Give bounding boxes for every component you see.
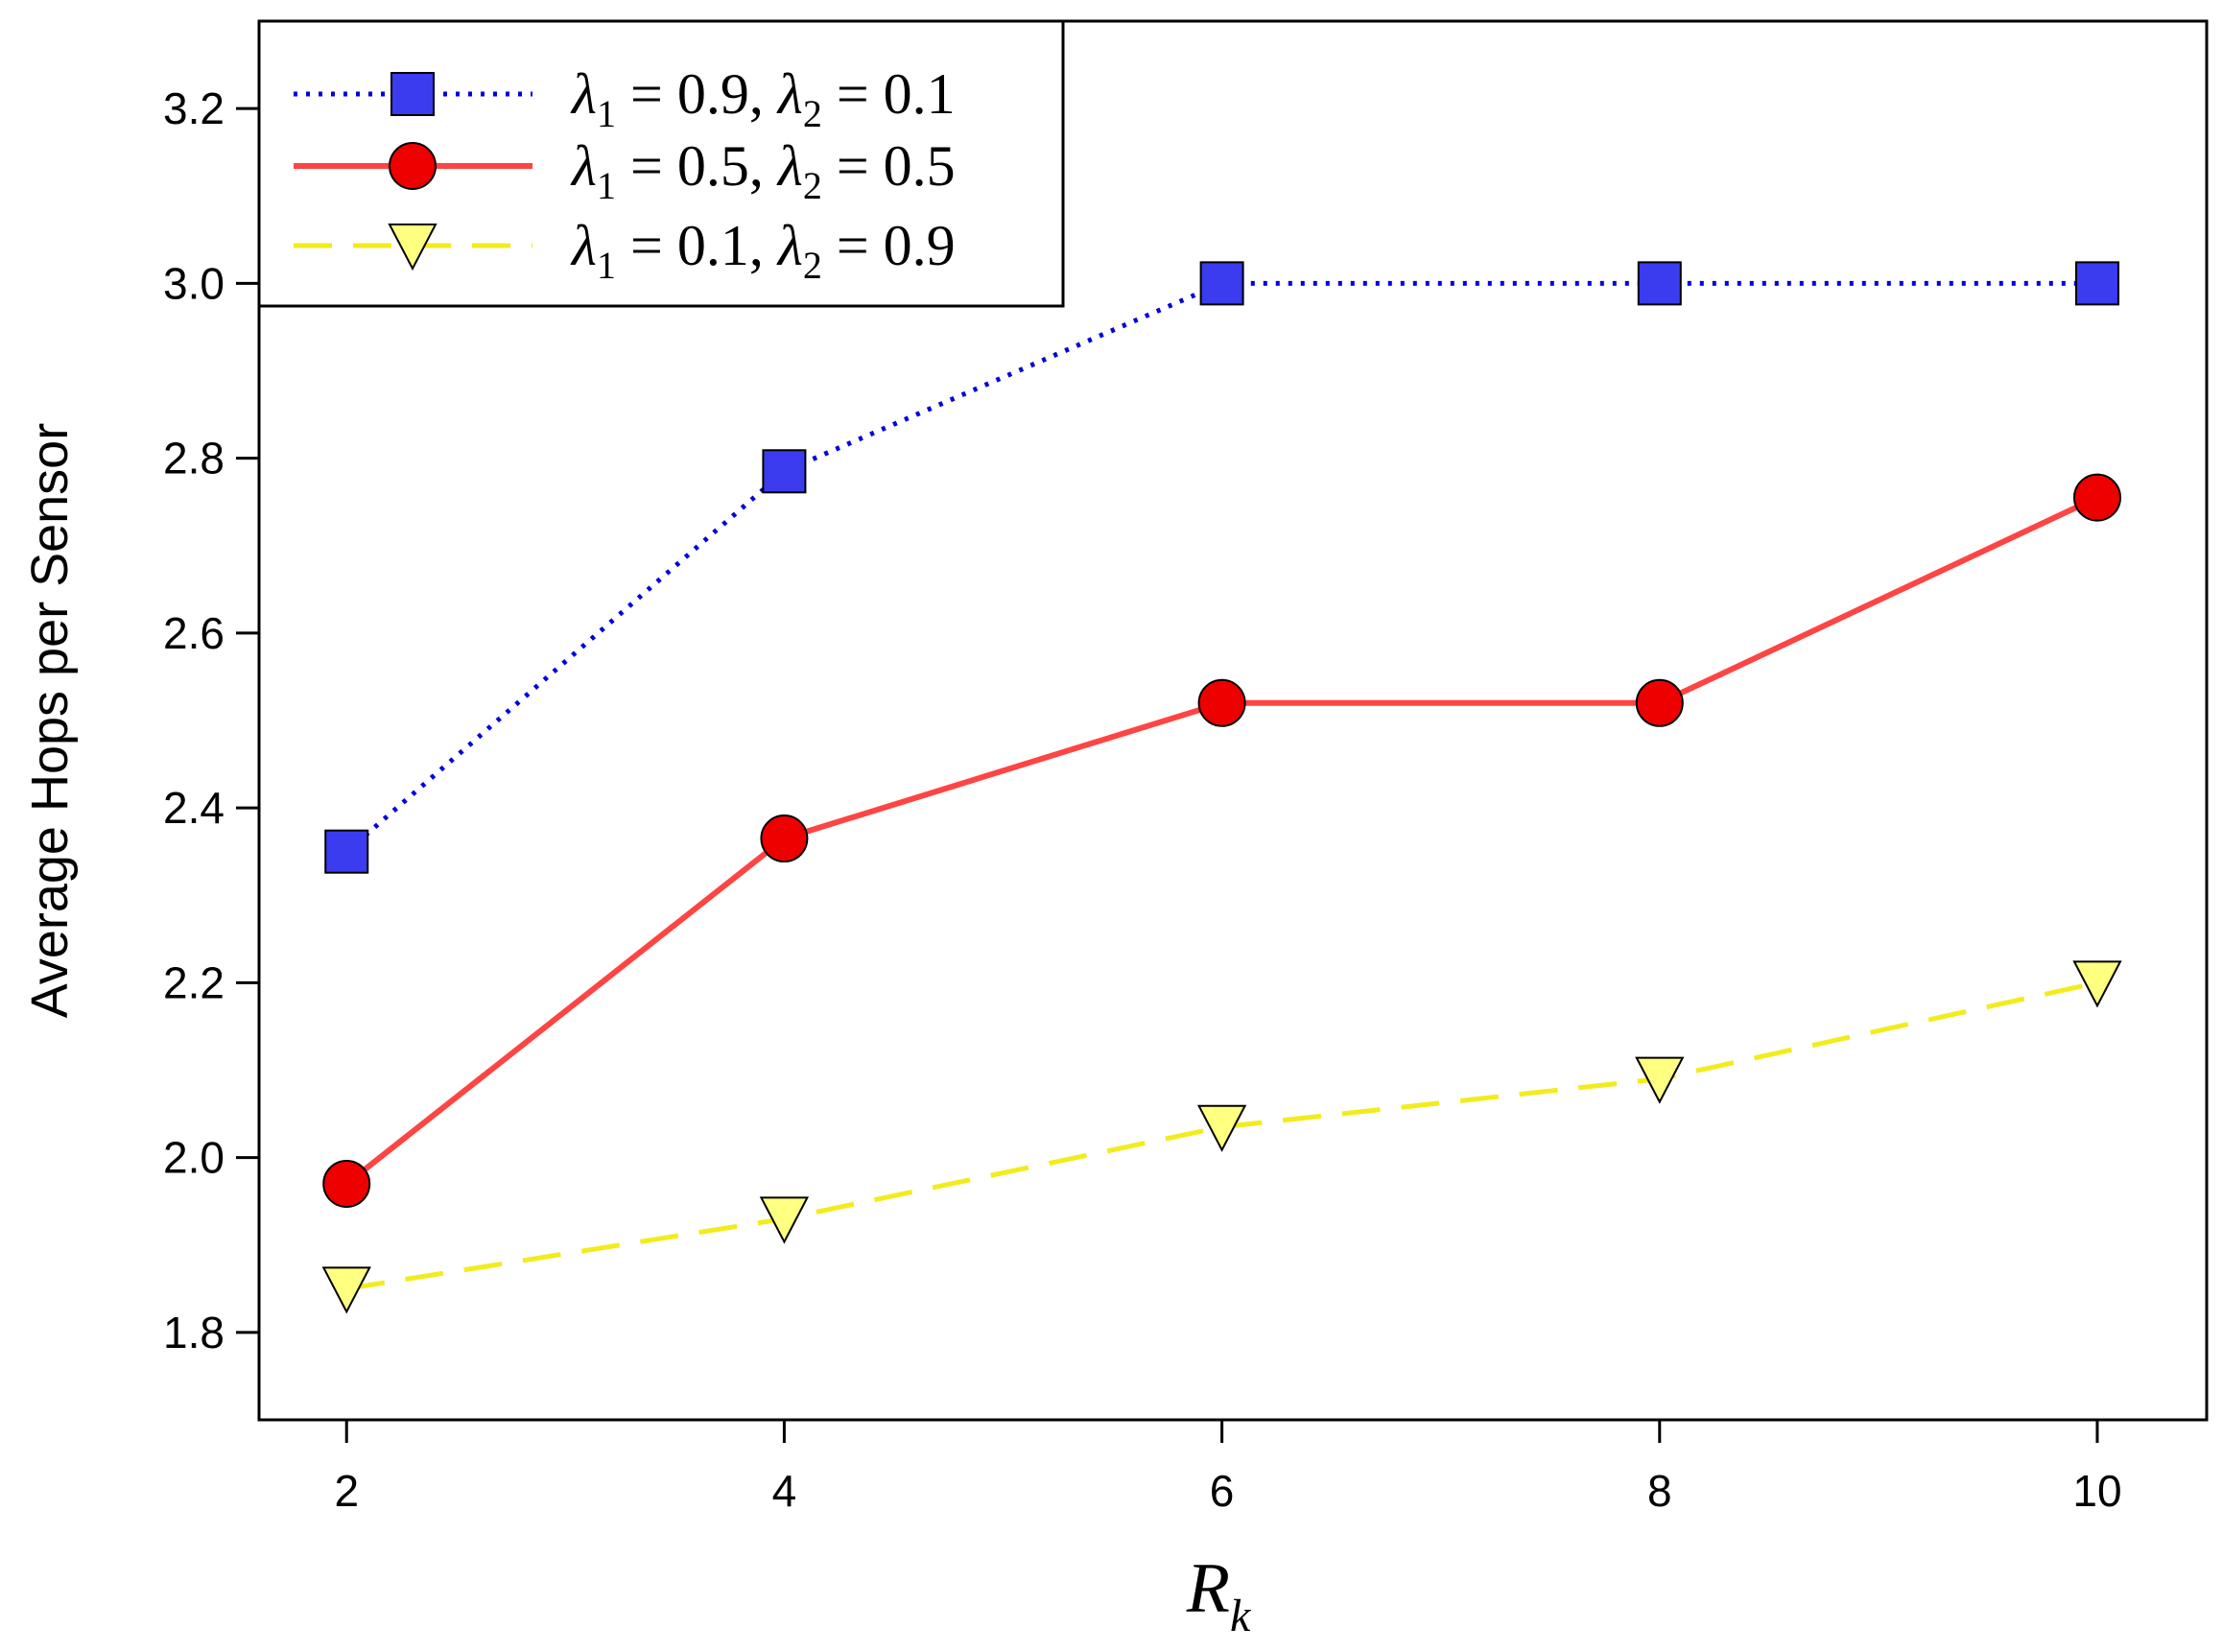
series-2	[322, 473, 2121, 1208]
data-point	[322, 1159, 371, 1208]
y-tick-label: 2.0	[163, 1133, 225, 1183]
data-point	[2072, 473, 2121, 522]
y-tick-label: 3.2	[163, 83, 225, 133]
series-1	[324, 261, 2119, 874]
legend-label-eq1: = 0.1,	[616, 214, 778, 277]
legend-label-l1: λ	[570, 62, 597, 126]
legend-label-l2: λ	[776, 62, 803, 126]
x-tick-label: 10	[2072, 1466, 2121, 1516]
data-point	[1637, 261, 1682, 306]
legend-label-s2: 2	[803, 164, 822, 207]
legend-label-eq2: = 0.5	[822, 134, 956, 198]
x-tick-label: 8	[1647, 1466, 1672, 1516]
data-point	[1197, 678, 1246, 727]
legend-label-l2: λ	[776, 214, 803, 277]
x-tick-label: 6	[1210, 1466, 1235, 1516]
legend-label-eq2: = 0.9	[822, 214, 956, 277]
legend-label-l1: λ	[570, 214, 597, 277]
x-axis-title: Rk	[1186, 1549, 1252, 1641]
x-tick-label: 2	[334, 1466, 359, 1516]
legend-label: λ1 = 0.1, λ2 = 0.9	[570, 214, 956, 287]
legend-label-eq2: = 0.1	[822, 62, 956, 126]
legend-marker	[390, 72, 435, 116]
data-point	[321, 1266, 371, 1314]
data-point	[1635, 678, 1684, 727]
data-point	[760, 814, 809, 863]
y-tick-label: 2.6	[163, 608, 225, 658]
data-point	[1635, 1056, 1685, 1104]
legend-entry-3: λ1 = 0.1, λ2 = 0.9	[294, 214, 956, 287]
legend-label-s1: 1	[597, 164, 616, 207]
legend-entry-1: λ1 = 0.9, λ2 = 0.1	[294, 62, 956, 135]
y-tick-label: 2.8	[163, 434, 225, 484]
x-axis-title-subscript: k	[1230, 1591, 1252, 1641]
legend-label-s2: 2	[803, 92, 822, 135]
plot-frame	[257, 19, 2209, 1422]
data-point	[2072, 960, 2122, 1008]
y-tick-label: 1.8	[163, 1308, 225, 1357]
data-point	[324, 829, 369, 874]
series-3	[321, 960, 2122, 1314]
legend-label-l2: λ	[776, 134, 803, 198]
legend: λ1 = 0.9, λ2 = 0.1λ1 = 0.5, λ2 = 0.5λ1 =…	[257, 19, 1065, 308]
legend-label-eq1: = 0.9,	[616, 62, 778, 126]
x-tick-label: 4	[772, 1466, 797, 1516]
y-tick-label: 3.0	[163, 258, 225, 308]
legend-label: λ1 = 0.9, λ2 = 0.1	[570, 62, 956, 135]
x-axis-title-main: R	[1186, 1549, 1230, 1628]
y-tick-label: 2.2	[163, 957, 225, 1007]
data-point	[1199, 261, 1244, 306]
legend-label-s1: 1	[597, 244, 616, 287]
legend-marker	[388, 224, 438, 271]
legend-label-eq1: = 0.5,	[616, 134, 778, 198]
data-point	[759, 1196, 810, 1244]
data-point	[1196, 1104, 1247, 1152]
data-point	[762, 449, 807, 494]
y-tick-label: 2.4	[163, 783, 225, 833]
legend-marker	[389, 142, 437, 190]
legend-label-s1: 1	[597, 92, 616, 135]
y-axis: 1.8 2.0 2.2 2.4 2.6 2.8 3.0 3.2	[163, 83, 259, 1357]
data-point	[2074, 261, 2119, 306]
x-axis: 2 4 6 8 10	[334, 1420, 2122, 1516]
series-layer	[321, 261, 2122, 1314]
y-axis-title: Average Hops per Sensor	[21, 423, 79, 1018]
legend-label-s2: 2	[803, 244, 822, 287]
legend-label: λ1 = 0.5, λ2 = 0.5	[570, 134, 956, 207]
legend-label-l1: λ	[570, 134, 597, 198]
legend-entry-2: λ1 = 0.5, λ2 = 0.5	[294, 134, 956, 207]
